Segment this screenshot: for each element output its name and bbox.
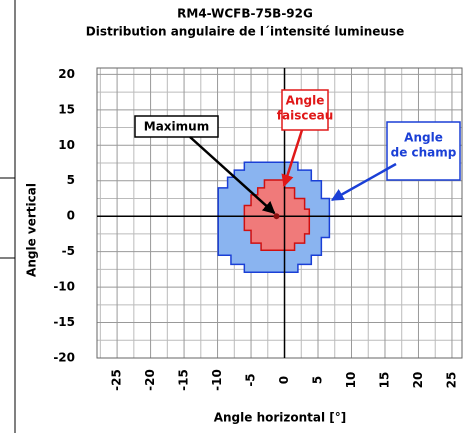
annotation-arrow	[281, 129, 304, 188]
x-tick-label: 0	[277, 376, 291, 384]
annotation-box	[386, 121, 461, 181]
x-tick-label: 25	[444, 372, 458, 389]
annotation-text: Maximum	[144, 120, 209, 134]
y-tick-label: 0	[67, 209, 75, 223]
annotation-arrow	[189, 136, 276, 215]
annotation-box	[134, 115, 219, 138]
y-tick-label: -20	[53, 351, 75, 365]
x-tick-label: -25	[110, 369, 124, 391]
annotation-arrow	[330, 162, 397, 202]
x-tick-label: 5	[311, 376, 325, 384]
y-tick-label: 20	[58, 67, 75, 81]
y-tick-label: -15	[53, 315, 75, 329]
chart-subtitle: Distribution angulaire de l´intensité lu…	[86, 25, 404, 39]
x-tick-label: 10	[344, 372, 358, 389]
y-tick-label: 10	[58, 138, 75, 152]
x-tick-label: -15	[177, 369, 191, 391]
annotation-text: Angle	[404, 131, 443, 145]
annotation-box	[281, 89, 329, 131]
x-axis-label: Angle horizontal [°]	[214, 411, 347, 425]
x-tick-label: -5	[244, 373, 258, 386]
annotation-text: de champ	[391, 146, 457, 160]
y-axis-label: Angle vertical	[25, 183, 39, 277]
y-tick-label: -10	[53, 280, 75, 294]
chart-title: RM4-WCFB-75B-92G	[177, 7, 313, 21]
annotation-text: faisceau	[277, 109, 333, 123]
x-tick-label: 20	[411, 372, 425, 389]
x-tick-label: -20	[143, 369, 157, 391]
plot-border	[96, 67, 463, 359]
y-tick-label: -5	[62, 244, 75, 258]
x-tick-label: 15	[377, 372, 391, 389]
annotation-text: Angle	[286, 94, 325, 108]
x-tick-label: -10	[210, 369, 224, 391]
y-tick-label: 15	[58, 102, 75, 116]
y-tick-label: 5	[67, 173, 75, 187]
maximum-point	[273, 213, 280, 220]
